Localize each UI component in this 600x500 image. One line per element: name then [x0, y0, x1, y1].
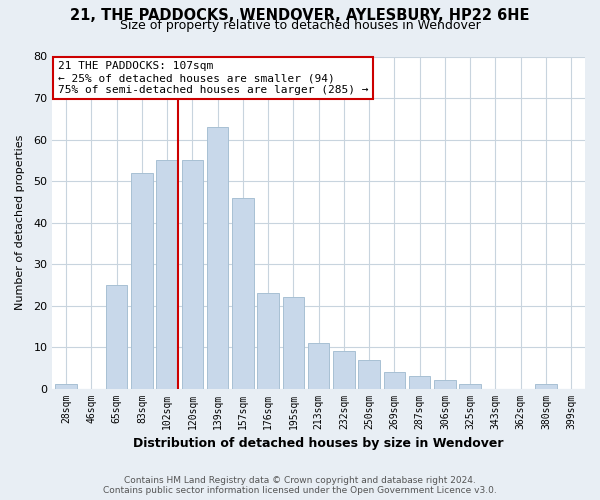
Bar	[182, 160, 203, 388]
Text: 21 THE PADDOCKS: 107sqm
← 25% of detached houses are smaller (94)
75% of semi-de: 21 THE PADDOCKS: 107sqm ← 25% of detache…	[58, 62, 368, 94]
Bar	[283, 297, 304, 388]
Bar	[232, 198, 254, 388]
Bar	[383, 372, 405, 388]
Bar	[106, 285, 127, 389]
Y-axis label: Number of detached properties: Number of detached properties	[15, 135, 25, 310]
Bar	[358, 360, 380, 388]
Bar	[308, 343, 329, 388]
Bar	[131, 172, 152, 388]
Bar	[257, 293, 279, 388]
Bar	[157, 160, 178, 388]
Bar	[434, 380, 455, 388]
Bar	[409, 376, 430, 388]
Bar	[535, 384, 557, 388]
Bar	[207, 127, 229, 388]
Text: 21, THE PADDOCKS, WENDOVER, AYLESBURY, HP22 6HE: 21, THE PADDOCKS, WENDOVER, AYLESBURY, H…	[70, 8, 530, 22]
X-axis label: Distribution of detached houses by size in Wendover: Distribution of detached houses by size …	[133, 437, 504, 450]
Bar	[55, 384, 77, 388]
Bar	[460, 384, 481, 388]
Bar	[333, 351, 355, 389]
Text: Contains HM Land Registry data © Crown copyright and database right 2024.
Contai: Contains HM Land Registry data © Crown c…	[103, 476, 497, 495]
Text: Size of property relative to detached houses in Wendover: Size of property relative to detached ho…	[119, 18, 481, 32]
